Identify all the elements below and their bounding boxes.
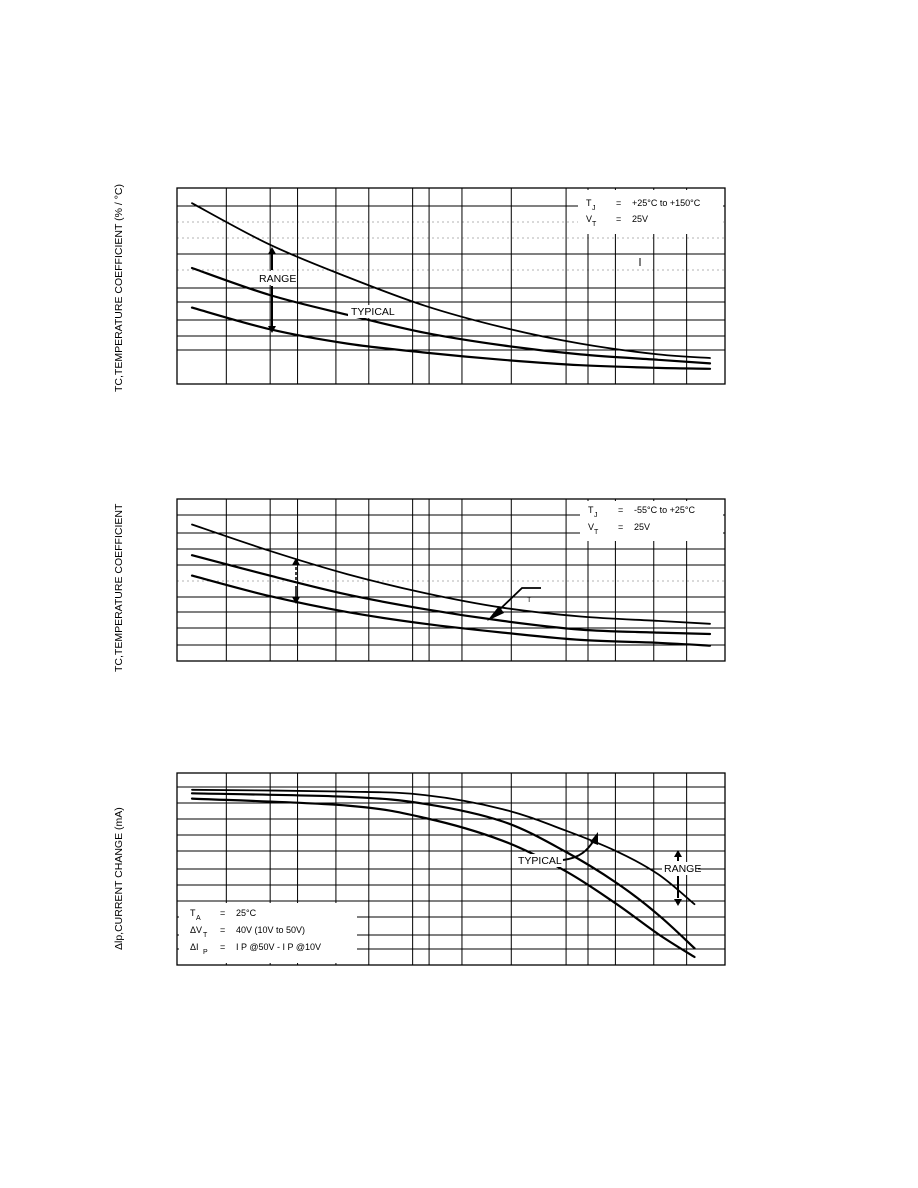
chart3-range-arrow-up-head — [674, 850, 682, 857]
chart2-legend-box — [580, 501, 723, 541]
chart3-legend-value-3: I P @50V - I P @10V — [236, 942, 321, 952]
chart1-range-arrow-up-head — [268, 247, 276, 254]
chart1-typical-label-bg — [348, 305, 396, 318]
chart2-typical-label: T — [527, 597, 532, 604]
chart1-range-arrow-down-head — [268, 326, 276, 333]
chart3-series-1-line — [191, 788, 696, 906]
chart1-legend-symbol-1: T — [586, 198, 592, 208]
chart2-frame — [176, 498, 726, 662]
chart2-range-arrow-up-head — [292, 558, 300, 565]
chart2-legend-value-2: 25V — [634, 522, 650, 532]
chart3-typical-label: TYPICAL — [518, 855, 562, 867]
chart1-series-3-line — [190, 306, 712, 370]
chart1-legend-box — [578, 190, 723, 234]
chart3-frame — [176, 772, 726, 966]
chart2-typical-leader-arrowhead — [487, 606, 504, 621]
chart2-legend-symbol-2: V — [588, 522, 594, 532]
chart3-legend-symbol-2: ΔV — [190, 925, 202, 935]
chart3-typical-label-bg — [516, 854, 562, 867]
chart3-legend-equals-2: = — [220, 925, 225, 935]
chart3-legend-box — [179, 903, 357, 963]
chart3-legend-symbol-3: ΔI — [190, 942, 199, 952]
chart2-legend-equals-2: = — [618, 522, 623, 532]
chart3-range-label-bg — [662, 862, 698, 875]
chart1-series-2-line — [190, 266, 712, 365]
chart3-legend-value-2: 40V (10V to 50V) — [236, 925, 305, 935]
chart3-legend-subscript-3: P — [203, 949, 208, 956]
chart1-legend-subscript-2: T — [592, 221, 597, 228]
chart3-legend-equals-3: = — [220, 942, 225, 952]
chart1-legend-value-1: +25°C to +150°C — [632, 198, 701, 208]
chart2-range-arrow-down-head — [292, 597, 300, 604]
chart3-range-arrow-down-head — [674, 899, 682, 906]
chart2-legend-equals-1: = — [618, 505, 623, 515]
chart3-series-3-line — [190, 797, 696, 959]
chart2-legend-subscript-1: J — [594, 512, 598, 519]
chart3-legend-value-1: 25°C — [236, 908, 257, 918]
chart3-legend-subscript-2: T — [203, 932, 208, 939]
chart3-series-2-line — [190, 792, 696, 950]
chart1-series-1-line — [191, 202, 711, 359]
chart3-typical-leader-line — [562, 839, 595, 861]
chart2-series-3-line — [190, 574, 712, 647]
chart1-range-label: RANGE — [259, 273, 296, 285]
chart3-typical-leader-arrowhead — [590, 832, 598, 845]
chart2-series-2-line — [190, 554, 712, 636]
chart3-legend-equals-1: = — [220, 908, 225, 918]
chart1-legend-subscript-1: J — [592, 205, 596, 212]
chart2-typical-leader-line — [496, 587, 541, 613]
chart3-legend-subscript-1: A — [196, 915, 201, 922]
chart1-legend-equals-2: = — [616, 214, 621, 224]
chart1-typical-label: TYPICAL — [351, 306, 395, 318]
chart2-legend-symbol-1: T — [588, 505, 594, 515]
chart1-legend-value-2: 25V — [632, 214, 648, 224]
chart1-legend-equals-1: = — [616, 198, 621, 208]
chart1-legend-symbol-2: V — [586, 214, 592, 224]
chart1-range-label-bg — [256, 271, 292, 285]
chart2-legend-value-1: -55°C to +25°C — [634, 505, 695, 515]
chart1-frame — [176, 187, 726, 385]
chart3-range-label: RANGE — [664, 863, 701, 875]
chart3-legend-symbol-1: T — [190, 908, 196, 918]
chart2-series-1-line — [191, 523, 711, 625]
chart2-legend-subscript-2: T — [594, 529, 599, 536]
